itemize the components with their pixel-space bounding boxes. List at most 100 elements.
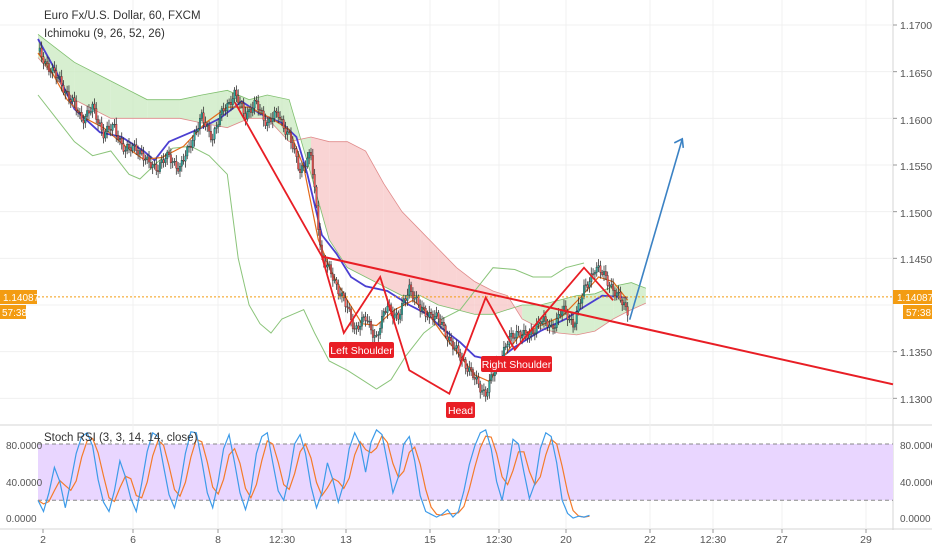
candle-body (40, 47, 43, 57)
candle-body (235, 89, 238, 96)
candle-body (299, 168, 302, 173)
candle-body (601, 272, 604, 275)
stoch-band-fill (38, 444, 893, 501)
candle-body (86, 110, 89, 117)
candle-body (149, 161, 152, 168)
candle-body (257, 101, 260, 110)
candle-body (277, 112, 280, 118)
candle-body (477, 376, 480, 385)
candle-body (402, 298, 405, 304)
candle-body (613, 290, 616, 297)
candle-body (492, 374, 494, 377)
candle-body (552, 324, 555, 329)
chart-title: Euro Fx/U.S. Dollar, 60, FXCM (44, 10, 201, 22)
candle-body (339, 293, 342, 297)
candle-body (38, 47, 41, 52)
price-tick: 1.13500 (900, 347, 932, 359)
candle-body (599, 265, 602, 273)
candle-body (326, 264, 329, 268)
candle-body (472, 369, 474, 378)
time-tick: 12:30 (269, 534, 295, 546)
candle-body (544, 316, 547, 322)
candle-body (382, 311, 385, 317)
candle-body (282, 119, 285, 129)
cloud-segment (329, 141, 348, 268)
candle-body (393, 314, 396, 319)
candle-body (273, 110, 276, 119)
candle-body (475, 376, 478, 380)
candle-body (619, 291, 622, 301)
stoch-d-line (37, 434, 590, 518)
countdown-left: 57:38 (2, 308, 27, 319)
pattern-overlay (38, 102, 894, 396)
candle-body (126, 144, 129, 151)
price-tick: 1.16000 (900, 115, 932, 127)
candle-body (524, 330, 527, 335)
price-tick: 1.14500 (900, 254, 932, 266)
candle-body (350, 308, 352, 320)
candle-body (184, 155, 187, 162)
candle-body (53, 67, 56, 71)
candle-body (206, 125, 209, 127)
candle-body (515, 331, 518, 338)
candle-body (98, 122, 101, 124)
candle-body (513, 337, 516, 339)
candle-body (246, 111, 249, 120)
cloud-segment (420, 230, 439, 305)
candle-body (539, 321, 542, 324)
candle-body (199, 118, 201, 129)
candle-body (46, 61, 49, 64)
candle-body (433, 316, 436, 320)
candle-body (535, 324, 538, 334)
candle-body (66, 91, 69, 93)
head-label: Head (448, 405, 473, 417)
candle-body (397, 312, 400, 320)
current-price-left: 1.14087 (3, 293, 40, 304)
candle-body (237, 95, 240, 103)
time-tick: 27 (776, 534, 788, 546)
candle-body (506, 344, 509, 347)
candle-body (168, 151, 170, 155)
candle-body (182, 160, 185, 162)
candle-body (563, 305, 565, 310)
candle-body (160, 159, 163, 163)
candle-body (584, 284, 587, 286)
candle-body (371, 329, 374, 338)
candle-body (158, 162, 161, 172)
candle-body (84, 116, 87, 124)
candle-body (219, 114, 221, 125)
candle-body (166, 151, 169, 159)
candle-body (51, 67, 54, 73)
right-shoulder-label: Right Shoulder (482, 359, 552, 371)
countdown-right: 57:38 (906, 308, 931, 319)
candle-body (579, 302, 582, 304)
candle-body (615, 292, 618, 297)
head-badge (446, 402, 475, 418)
price-tick: 1.17000 (900, 20, 932, 32)
candle-body (486, 392, 489, 397)
candle-body (421, 306, 423, 312)
osc-tick-left: 80.0000 (6, 441, 43, 452)
candle-body (151, 164, 154, 168)
candle-body (462, 359, 465, 361)
candle-body (373, 335, 376, 338)
candle-body (464, 359, 467, 369)
candle-body (593, 272, 596, 275)
neckline (321, 255, 894, 386)
candle-body (490, 374, 493, 381)
candle-body (419, 304, 422, 312)
candle-body (240, 101, 243, 104)
candle-body (104, 131, 107, 139)
candle-body (108, 125, 110, 130)
candle-body (457, 345, 460, 353)
candle-body (583, 285, 585, 297)
time-tick: 22 (644, 534, 656, 546)
candle-body (442, 322, 445, 326)
candle-body (541, 321, 544, 324)
candle-body (175, 161, 178, 169)
candle-body (517, 331, 520, 333)
candle-body (304, 166, 307, 168)
candle-body (384, 311, 387, 313)
candle-body (553, 327, 556, 329)
